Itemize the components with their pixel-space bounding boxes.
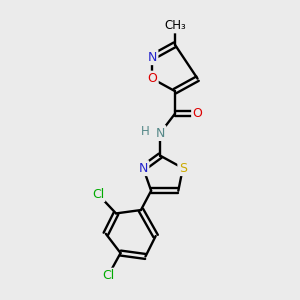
Text: O: O bbox=[147, 72, 157, 85]
Text: N: N bbox=[148, 51, 157, 64]
Text: Cl: Cl bbox=[102, 269, 114, 282]
Text: O: O bbox=[193, 107, 202, 120]
Text: N: N bbox=[139, 162, 148, 175]
Text: CH₃: CH₃ bbox=[164, 19, 186, 32]
Text: H: H bbox=[141, 125, 150, 138]
Text: Cl: Cl bbox=[92, 188, 104, 201]
Text: S: S bbox=[179, 162, 187, 175]
Text: N: N bbox=[155, 127, 165, 140]
